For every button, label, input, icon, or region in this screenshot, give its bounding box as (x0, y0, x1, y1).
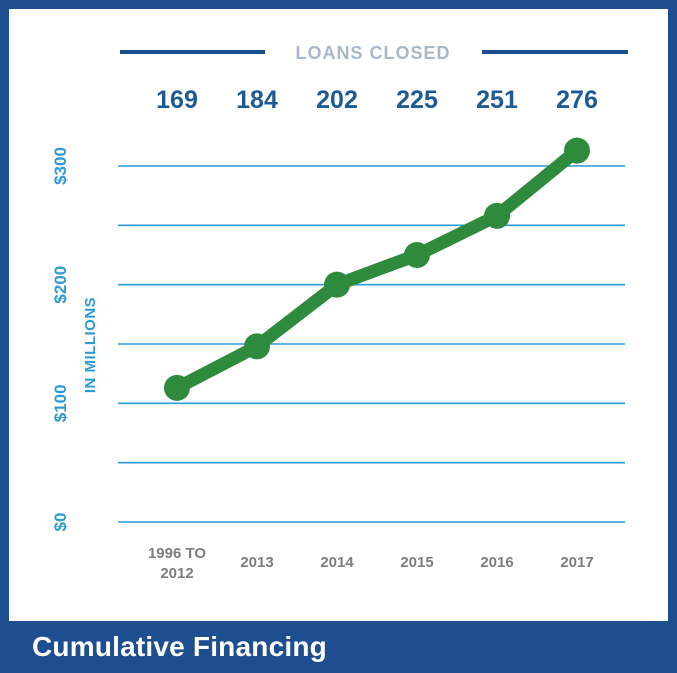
loans-closed-title: LOANS CLOSED (295, 43, 450, 63)
data-point (484, 202, 510, 229)
x-tick-label: 2014 (320, 554, 354, 571)
y-tick-label: $200 (51, 266, 70, 304)
loans-closed-row: 169 184 202 225 251 276 (156, 86, 598, 114)
data-point (244, 333, 270, 360)
loans-closed-value: 276 (556, 86, 598, 114)
loans-closed-value: 251 (476, 86, 518, 114)
loans-closed-value: 225 (396, 86, 438, 114)
data-point (564, 137, 590, 164)
loans-closed-value: 169 (156, 86, 198, 114)
y-tick-label: $0 (51, 513, 70, 532)
x-tick-label: 2016 (480, 554, 513, 571)
data-point (164, 374, 190, 401)
x-tick-label: 2013 (240, 554, 273, 571)
series-points (164, 137, 590, 401)
x-axis-ticks: 1996 TO 2012 2013 2014 2015 2016 2017 (148, 545, 594, 582)
y-tick-label: $300 (51, 147, 70, 185)
y-axis-ticks: $0 $100 $200 $300 (51, 147, 70, 531)
loans-closed-value: 184 (236, 86, 278, 114)
series-line (170, 144, 584, 395)
y-axis-label: IN MILLIONS (82, 297, 99, 393)
y-tick-label: $100 (51, 384, 70, 422)
x-tick-label: 2015 (400, 554, 433, 571)
x-tick-label: 2017 (560, 554, 593, 571)
x-tick-label: 1996 TO 2012 (148, 545, 206, 582)
loans-closed-value: 202 (316, 86, 358, 114)
gridlines (118, 165, 625, 523)
data-point (324, 271, 350, 298)
chart-title-banner: Cumulative Financing (0, 621, 677, 673)
data-point (404, 242, 430, 268)
